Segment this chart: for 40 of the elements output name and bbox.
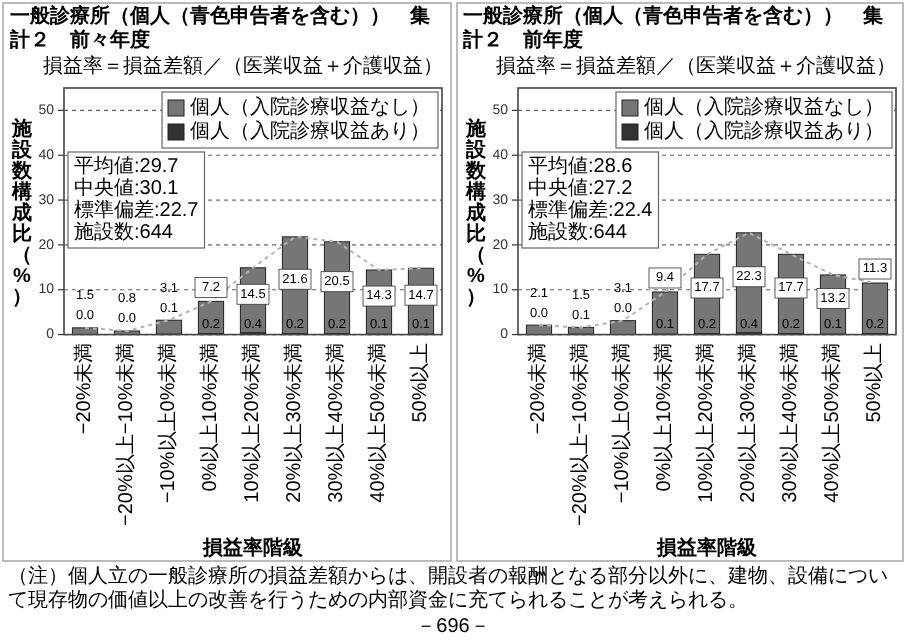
- x-tick-label: 10%以上20%未満: [693, 342, 718, 503]
- x-tick-label: 30%以上40%未満: [777, 342, 802, 503]
- x-tick-label: 50%以上: [408, 342, 433, 423]
- text: －696－: [414, 616, 492, 640]
- x-tick-label: −20%未満: [525, 342, 550, 435]
- annotation: 標準偏差:22.4: [527, 198, 653, 223]
- text: （注）個人立の一般診療所の損益差額からは、開設者の報酬となる部分以外に、建物、設備について現存物の価値以上の改善を行うための内部資金に充てられることが考えられる。: [6, 564, 890, 616]
- x-axis-title: 損益率階級: [654, 536, 758, 560]
- x-tick-label: 0%以上10%未満: [651, 342, 676, 492]
- annotation: 施設数:644: [527, 220, 627, 245]
- x-tick-label: −20%以上−10%未満: [567, 342, 592, 526]
- x-tick-label: −10%以上0%未満: [609, 342, 634, 504]
- annotation: 中央値:27.2: [527, 176, 633, 201]
- chart-title: 一般診療所（個人（青色申告者を含む）） 集計２ 前年度: [461, 4, 885, 55]
- legend-label: 個人（入院診療収益あり）: [190, 119, 430, 144]
- x-tick-label: 50%以上: [861, 342, 886, 423]
- x-tick-label: 20%以上30%未満: [282, 342, 307, 503]
- x-tick-label: 20%以上30%未満: [735, 342, 760, 503]
- legend-label: 個人（入院診療収益なし）: [190, 95, 430, 120]
- legend-label: 個人（入院診療収益なし）: [643, 95, 883, 120]
- annotation: 中央値:30.1: [74, 176, 180, 201]
- annotation: 平均値:28.6: [527, 154, 633, 179]
- x-tick-label: 40%以上50%未満: [819, 342, 844, 503]
- x-tick-label: 0%以上10%未満: [198, 342, 223, 492]
- x-tick-label: −10%以上0%未満: [156, 342, 181, 504]
- x-tick-label: −20%以上−10%未満: [114, 342, 139, 526]
- x-tick-label: 10%以上20%未満: [240, 342, 265, 503]
- annotation: 標準偏差:22.7: [74, 198, 200, 223]
- chart-subtitle: 損益率＝損益差額／（医業収益＋介護収益）: [494, 56, 898, 80]
- annotation: 平均値:29.7: [74, 154, 180, 179]
- x-tick-label: −20%未満: [72, 342, 97, 435]
- text: 施設数構成比（%）: [12, 118, 32, 309]
- x-tick-label: 30%以上40%未満: [324, 342, 349, 503]
- x-axis-title: 損益率階級: [201, 536, 305, 560]
- legend-label: 個人（入院診療収益あり）: [643, 119, 883, 144]
- annotation: 施設数:644: [74, 220, 174, 245]
- chart-subtitle: 損益率＝損益差額／（医業収益＋介護収益）: [41, 56, 445, 80]
- text: 施設数構成比（%）: [465, 118, 485, 309]
- chart-title: 一般診療所（個人（青色申告者を含む）） 集計２ 前々年度: [8, 4, 432, 55]
- x-tick-label: 40%以上50%未満: [366, 342, 391, 503]
